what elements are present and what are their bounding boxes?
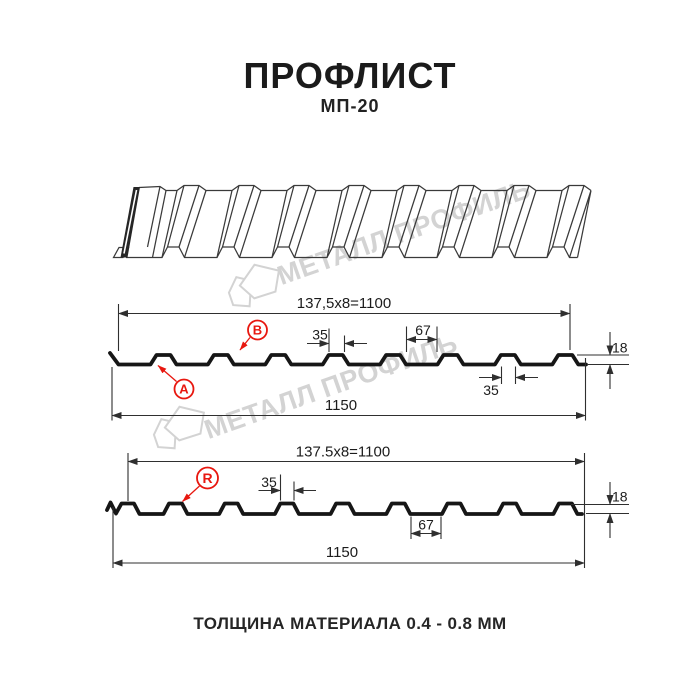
sheet-3d-far-edge bbox=[138, 184, 592, 192]
page-title: ПРОФЛИСТ bbox=[243, 55, 457, 96]
dimension-label: 137,5x8=1100 bbox=[297, 295, 391, 312]
callout-b-circle bbox=[247, 319, 268, 341]
dimension-label: 35 bbox=[483, 382, 499, 398]
page-subtitle: МП-20 bbox=[320, 96, 380, 116]
dimension-label: 67 bbox=[415, 322, 431, 338]
profile-cross-section-top bbox=[108, 351, 588, 367]
dimensions-top-section bbox=[111, 304, 629, 421]
dimension-label: 137.5x8=1100 bbox=[296, 444, 390, 461]
dimension-label: 67 bbox=[418, 517, 434, 533]
dimension-label: 1150 bbox=[326, 544, 358, 561]
metall-profil-logo-icon bbox=[227, 263, 281, 308]
sheet-3d-near-edge bbox=[126, 246, 578, 259]
dimension-label: 35 bbox=[261, 474, 277, 490]
callout-a-circle bbox=[173, 378, 195, 400]
sheet-3d-view bbox=[112, 184, 592, 259]
dimension-label: 35 bbox=[312, 327, 328, 343]
profile-cross-section-bottom bbox=[105, 500, 584, 516]
dimension-label: 18 bbox=[612, 489, 628, 505]
dimension-label: 1150 bbox=[325, 397, 357, 414]
dimension-label: 18 bbox=[612, 340, 628, 356]
footer-note: ТОЛЩИНА МАТЕРИАЛА 0.4 - 0.8 ММ bbox=[193, 614, 507, 633]
callout-a-label: A bbox=[179, 382, 189, 397]
callout-b-label: B bbox=[253, 323, 262, 338]
callout-r-label: R bbox=[202, 470, 212, 486]
callouts: A B R bbox=[157, 319, 268, 502]
dimensions-bottom-section bbox=[112, 453, 629, 568]
callout-r-circle bbox=[196, 466, 219, 490]
sheet-3d-rib-lines bbox=[146, 185, 592, 258]
